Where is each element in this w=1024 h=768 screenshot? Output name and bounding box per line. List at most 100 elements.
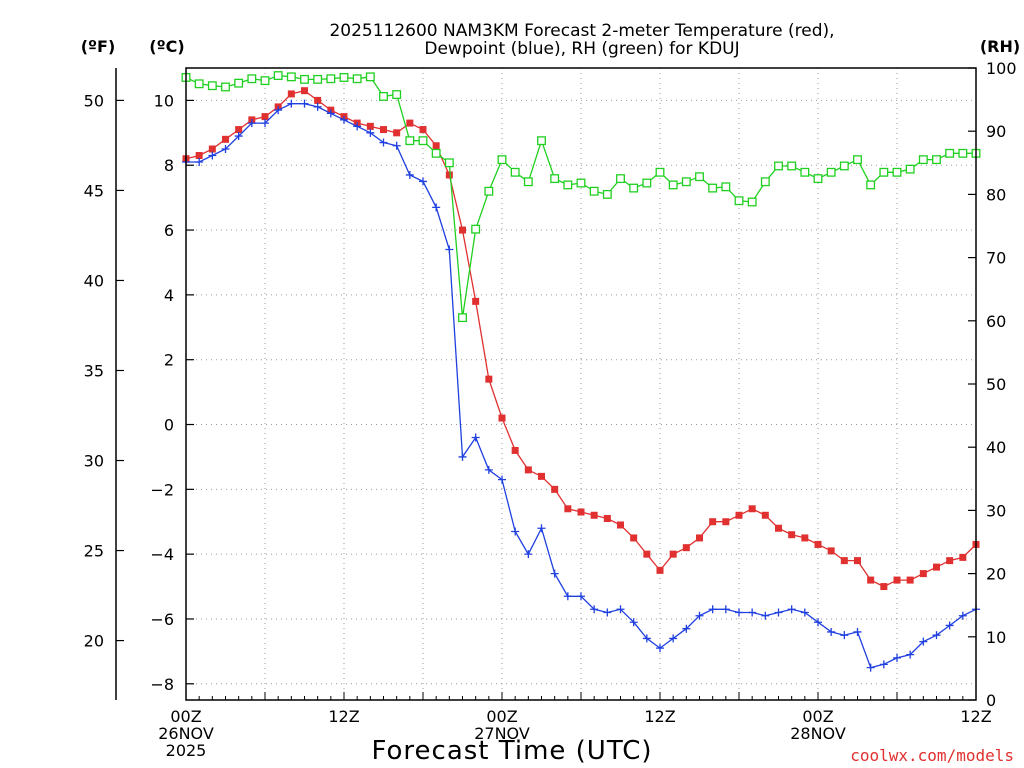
dewpoint-point (524, 550, 533, 559)
celsius-tick-label: 4 (164, 286, 174, 305)
dewpoint-point (761, 611, 770, 620)
celsius-tick-label: −4 (150, 545, 174, 564)
dewpoint-point (629, 618, 638, 627)
temperature-point (380, 126, 387, 134)
rh-point (365, 72, 375, 82)
dewpoint-point (498, 475, 506, 484)
rh-point (431, 148, 441, 158)
dewpoint-point (945, 621, 954, 630)
celsius-tick-label: −6 (150, 610, 174, 629)
rh-point (918, 155, 928, 165)
rh-point (339, 73, 349, 82)
temperature-point (603, 515, 611, 523)
celsius-tick-label: 0 (164, 416, 174, 435)
temperature-point (867, 576, 875, 584)
rh-point (550, 174, 560, 184)
dewpoint-point (669, 634, 678, 643)
temperature-point (551, 485, 559, 493)
dewpoint-point (366, 128, 375, 137)
rh-point (958, 148, 968, 158)
dewpoint-point (511, 527, 520, 536)
rh-point (826, 167, 836, 177)
rh-tick-label: 40 (986, 438, 1006, 457)
rh-point (392, 90, 402, 99)
fahrenheit-axis-unit: (ºF) (81, 37, 116, 56)
rh-tick-label: 80 (986, 185, 1006, 204)
rh-point (352, 74, 362, 84)
dewpoint-point (537, 524, 546, 533)
rh-point (589, 186, 599, 196)
rh-tick-label: 90 (986, 122, 1006, 141)
rh-point (563, 180, 573, 190)
fahrenheit-tick-label: 35 (84, 361, 104, 380)
temperature-point (906, 576, 914, 584)
x-tick-label: 2025 (166, 741, 207, 760)
rh-point (523, 177, 533, 187)
dewpoint-point (563, 592, 572, 601)
x-tick-label: 26NOV (158, 724, 214, 743)
rh-point (260, 76, 270, 86)
dewpoint-point (827, 627, 836, 636)
dewpoint-point (313, 102, 322, 111)
rh-point (286, 72, 296, 82)
celsius-axis-unit: (ºC) (149, 37, 184, 56)
rh-point (853, 155, 862, 165)
rh-point (484, 186, 494, 196)
temperature-point (893, 576, 901, 584)
dewpoint-point (721, 605, 730, 614)
rh-point (471, 224, 481, 234)
x-tick-label: 00Z (486, 707, 517, 726)
dewpoint-point (261, 119, 269, 128)
rh-point (510, 167, 520, 177)
dewpoint-point (879, 660, 888, 669)
rh-point (194, 79, 204, 89)
rh-point (616, 174, 625, 184)
celsius-tick-label: −2 (150, 480, 174, 499)
rh-tick-label: 30 (986, 501, 1006, 520)
dewpoint-point (419, 177, 427, 186)
dewpoint-point (616, 605, 625, 614)
dewpoint-point (274, 106, 283, 115)
temperature-point (366, 122, 374, 130)
temperature-point (432, 142, 440, 150)
dewpoint-point (603, 608, 612, 617)
temperature-point (827, 547, 835, 555)
temperature-point (814, 540, 822, 548)
temperature-point (511, 446, 519, 454)
dewpoint-point (590, 605, 599, 614)
dewpoint-point (484, 465, 493, 474)
temperature-point (406, 119, 414, 127)
temperature-point (722, 518, 730, 526)
rh-axis-unit: (RH) (980, 37, 1020, 56)
rh-point (629, 183, 639, 193)
x-tick-label: 00Z (802, 707, 833, 726)
rh-point (247, 74, 257, 84)
dewpoint-point (919, 637, 928, 646)
dewpoint-point (958, 611, 967, 620)
fahrenheit-tick-label: 45 (84, 181, 104, 200)
temperature-point (419, 126, 427, 134)
temperature-point (445, 171, 453, 179)
dewpoint-point (392, 141, 401, 150)
dewpoint-point (445, 245, 454, 254)
dewpoint-point (471, 433, 480, 442)
x-tick-label: 28NOV (790, 724, 846, 743)
rh-point (642, 178, 652, 188)
x-tick-label: 00Z (170, 707, 201, 726)
rh-point (839, 161, 849, 171)
fahrenheit-tick-label: 50 (84, 91, 104, 110)
fahrenheit-tick-label: 25 (84, 542, 104, 561)
rh-point (787, 161, 797, 171)
dewpoint-point (287, 99, 296, 108)
dewpoint-point (550, 569, 559, 578)
temperature-point (222, 135, 229, 143)
rh-point (760, 177, 770, 187)
rh-point (668, 180, 678, 190)
dewpoint-point (353, 122, 362, 131)
dewpoint-point (748, 608, 757, 617)
temperature-point (933, 563, 940, 571)
dewpoint-point (247, 119, 256, 128)
rh-point (747, 197, 757, 207)
rh-point (444, 158, 454, 168)
rh-tick-label: 0 (986, 691, 996, 710)
